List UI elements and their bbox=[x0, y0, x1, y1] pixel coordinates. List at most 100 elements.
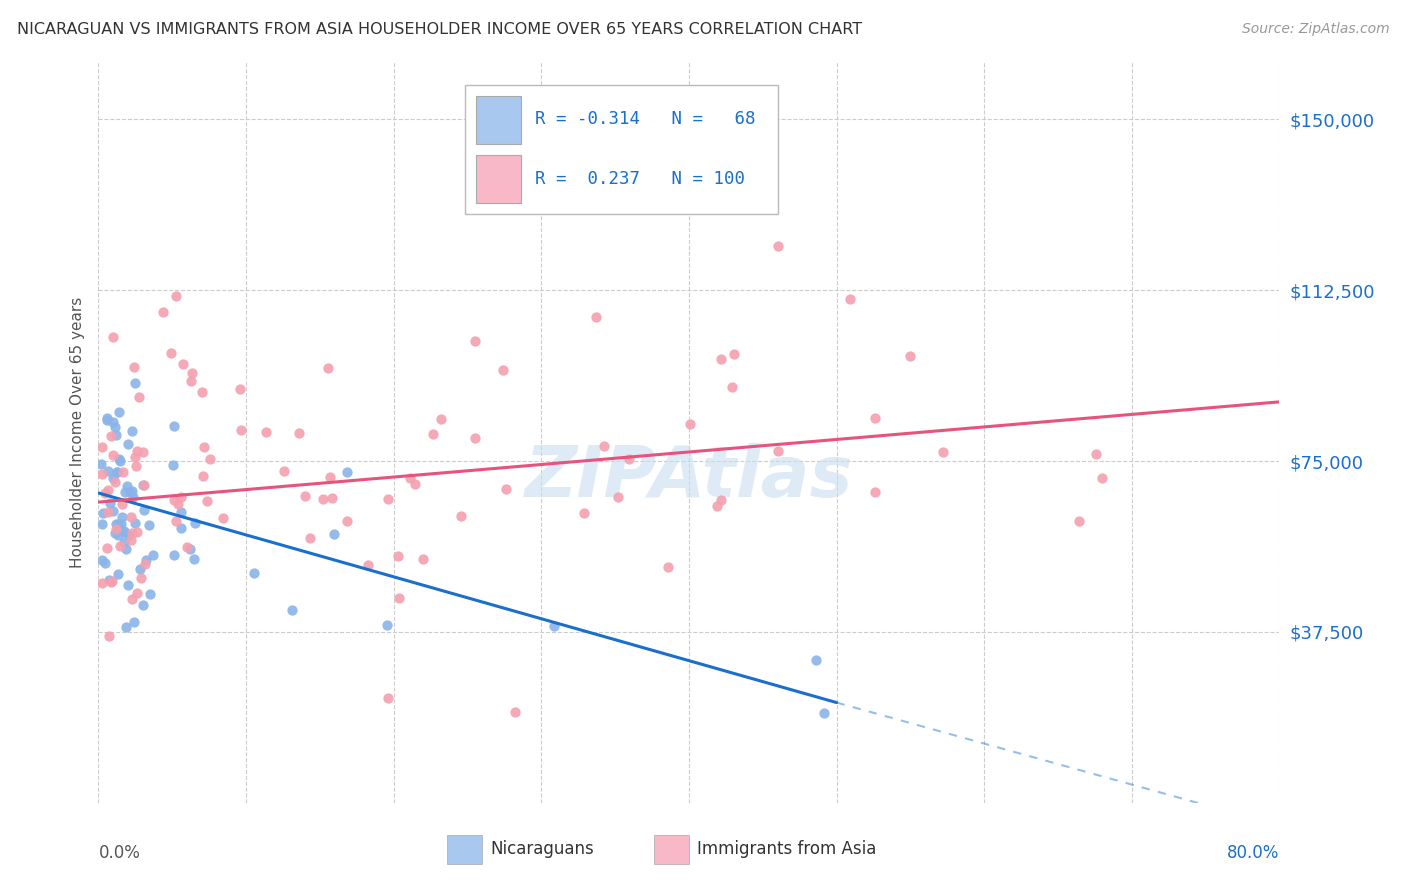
Point bbox=[679, 417, 702, 431]
Point bbox=[211, 511, 233, 525]
Point bbox=[118, 485, 141, 500]
Point bbox=[863, 484, 886, 499]
Point bbox=[163, 548, 186, 562]
Point bbox=[96, 483, 118, 497]
Point bbox=[107, 527, 129, 541]
Point bbox=[617, 452, 640, 467]
FancyBboxPatch shape bbox=[447, 836, 482, 863]
Point bbox=[117, 437, 139, 451]
Text: 0.0%: 0.0% bbox=[98, 844, 141, 862]
Point bbox=[107, 567, 129, 582]
Point bbox=[98, 574, 121, 588]
Point bbox=[657, 559, 679, 574]
Point bbox=[721, 380, 744, 394]
Point bbox=[104, 475, 127, 489]
Point bbox=[114, 484, 136, 499]
Point bbox=[90, 576, 112, 591]
Point bbox=[163, 418, 186, 433]
Point bbox=[336, 465, 359, 479]
Point bbox=[120, 510, 142, 524]
Point bbox=[592, 439, 614, 453]
Point bbox=[312, 492, 335, 507]
Point bbox=[100, 429, 122, 443]
Point bbox=[1067, 514, 1090, 528]
Point bbox=[114, 620, 136, 634]
Point bbox=[128, 391, 150, 405]
Point bbox=[321, 491, 343, 505]
Point bbox=[322, 527, 344, 541]
Point bbox=[723, 346, 745, 360]
Point bbox=[170, 505, 193, 519]
Point bbox=[91, 517, 114, 532]
Point bbox=[97, 629, 120, 643]
Point bbox=[387, 549, 409, 564]
Point bbox=[492, 363, 515, 377]
Point bbox=[104, 526, 127, 541]
FancyBboxPatch shape bbox=[477, 155, 522, 203]
Point bbox=[399, 471, 422, 485]
Point bbox=[121, 424, 143, 438]
Point bbox=[115, 542, 138, 557]
Point bbox=[1085, 447, 1108, 461]
Point bbox=[243, 566, 266, 580]
Point bbox=[129, 571, 152, 585]
Point bbox=[132, 478, 155, 492]
Point bbox=[91, 441, 114, 455]
Text: R =  0.237   N = 100: R = 0.237 N = 100 bbox=[536, 169, 745, 187]
Point bbox=[107, 516, 129, 531]
Point bbox=[101, 504, 124, 518]
Point bbox=[172, 358, 194, 372]
Point bbox=[195, 494, 218, 508]
Point bbox=[607, 490, 630, 504]
Point bbox=[193, 440, 215, 454]
Point bbox=[357, 558, 380, 573]
Text: Immigrants from Asia: Immigrants from Asia bbox=[697, 840, 876, 858]
Point bbox=[132, 503, 155, 517]
Point bbox=[132, 478, 155, 492]
Point bbox=[273, 464, 295, 478]
Text: R = -0.314   N =   68: R = -0.314 N = 68 bbox=[536, 111, 756, 128]
Point bbox=[125, 586, 148, 600]
Point bbox=[766, 443, 789, 458]
Point bbox=[128, 562, 150, 576]
Point bbox=[280, 603, 302, 617]
Point bbox=[193, 468, 215, 483]
Point bbox=[105, 428, 128, 442]
Point bbox=[429, 412, 451, 426]
Point bbox=[108, 452, 131, 467]
Point bbox=[198, 451, 221, 466]
Point bbox=[254, 425, 277, 439]
Point bbox=[176, 540, 198, 554]
Point bbox=[93, 556, 115, 570]
Y-axis label: Householder Income Over 65 years: Householder Income Over 65 years bbox=[69, 297, 84, 568]
Point bbox=[96, 413, 118, 427]
Point bbox=[142, 549, 165, 563]
Point bbox=[422, 426, 444, 441]
Point bbox=[121, 592, 143, 607]
Point bbox=[450, 509, 472, 524]
Point bbox=[166, 497, 188, 511]
Point bbox=[124, 376, 146, 390]
Point bbox=[121, 525, 143, 540]
Point bbox=[288, 426, 311, 441]
Point bbox=[134, 552, 156, 566]
Point bbox=[162, 458, 184, 472]
Point bbox=[127, 525, 149, 540]
Point bbox=[180, 367, 202, 381]
Point bbox=[132, 598, 155, 612]
Point bbox=[112, 524, 135, 539]
Point bbox=[118, 528, 141, 542]
Point bbox=[336, 514, 359, 528]
Point bbox=[710, 352, 733, 367]
Point bbox=[97, 464, 120, 478]
Point bbox=[115, 479, 138, 493]
Point bbox=[121, 484, 143, 499]
Point bbox=[294, 489, 316, 503]
FancyBboxPatch shape bbox=[477, 95, 522, 144]
Point bbox=[165, 514, 187, 528]
Point bbox=[572, 506, 595, 520]
Point bbox=[388, 591, 411, 606]
FancyBboxPatch shape bbox=[654, 836, 689, 863]
FancyBboxPatch shape bbox=[464, 85, 778, 214]
Point bbox=[124, 516, 146, 530]
